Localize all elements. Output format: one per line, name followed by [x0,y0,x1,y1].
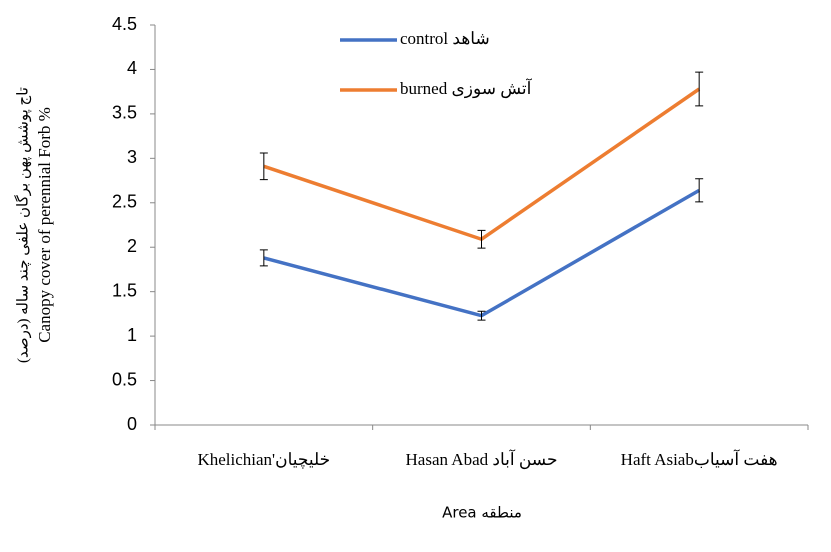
legend-label: burned آتش سوزی [400,77,533,99]
y-tick-label: 2 [127,236,137,256]
y-tick-label: 1.5 [112,280,137,300]
x-tick-label: Hasan Abad حسن آباد [406,448,558,470]
error-bar [477,229,486,249]
y-tick-label: 1 [127,325,137,345]
y-tick-label: 4.5 [112,14,137,34]
legend-label: control شاهد [400,29,490,48]
y-axis-label: Canopy cover of perennial Forb % [35,107,54,343]
error-bar [259,152,268,181]
y-axis-label: تاج پوشش پهن برگان علفی چند ساله (درصد) [13,87,31,363]
line [263,188,701,318]
error-bar [695,178,704,203]
y-tick-label: 3.5 [112,103,137,123]
error-bar [259,249,268,267]
x-tick-label: Haft Asiabهفت آسیاب [621,448,778,469]
error-bar [477,310,486,321]
y-tick-label: 0.5 [112,369,137,389]
x-tick-label: Khelichian'خلیچیان [197,450,330,470]
y-tick-label: 3 [127,147,137,167]
error-bar [695,71,704,107]
y-tick-label: 0 [127,414,137,434]
y-tick-label: 4 [127,58,137,78]
x-axis-label: Area منطقه [442,504,522,522]
line [263,87,701,242]
y-tick-label: 2.5 [112,192,137,212]
